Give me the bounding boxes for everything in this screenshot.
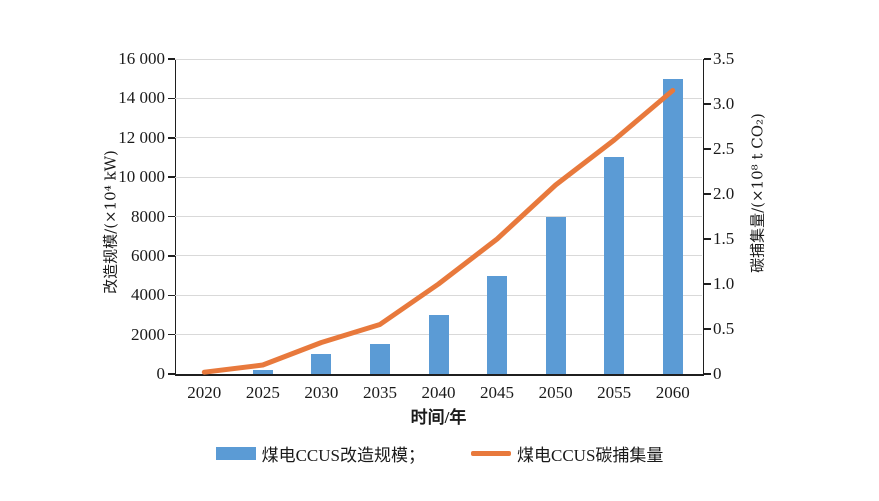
legend-bar-label: 煤电CCUS改造规模； bbox=[261, 446, 425, 465]
right-tick-mark bbox=[703, 148, 711, 150]
right-tick-mark bbox=[703, 103, 711, 105]
gridline bbox=[175, 294, 702, 296]
left-tick-mark bbox=[168, 373, 175, 375]
gridline bbox=[175, 216, 702, 217]
bar-2055 bbox=[604, 157, 625, 374]
x-tick-label: 2055 bbox=[597, 383, 632, 402]
x-tick-label: 2040 bbox=[421, 383, 456, 402]
bar-2030 bbox=[311, 354, 332, 374]
right-tick-mark bbox=[703, 58, 711, 60]
x-tick-label: 2030 bbox=[304, 383, 339, 402]
right-tick-mark bbox=[703, 328, 711, 330]
x-tick-label: 2060 bbox=[655, 383, 690, 402]
right-tick-mark bbox=[703, 373, 711, 375]
left-y-tick-label: 4000 bbox=[131, 285, 165, 305]
x-tick-label: 2025 bbox=[245, 383, 280, 402]
left-y-tick-label: 16 000 bbox=[118, 49, 165, 68]
right-y-tick-label: 0 bbox=[713, 364, 722, 383]
left-tick-mark bbox=[168, 215, 175, 218]
left-y-tick-label: 6000 bbox=[131, 245, 165, 265]
left-tick-mark bbox=[168, 58, 175, 60]
left-y-tick-label: 0 bbox=[156, 364, 166, 383]
right-y-tick-label: 0.5 bbox=[713, 319, 735, 338]
line-series-swatch bbox=[471, 451, 511, 456]
x-tick-label: 2045 bbox=[480, 383, 515, 402]
bar-2050 bbox=[545, 216, 566, 374]
legend: 煤电CCUS改造规模； 煤电CCUS碳捕集量 bbox=[0, 441, 879, 466]
left-tick-mark bbox=[168, 255, 175, 257]
x-tick-label: 2020 bbox=[187, 383, 222, 402]
gridline bbox=[175, 255, 702, 257]
left-tick-mark bbox=[168, 97, 175, 100]
gridline bbox=[175, 97, 702, 99]
left-y-tick-label: 8000 bbox=[131, 206, 165, 226]
right-tick-mark bbox=[703, 283, 711, 285]
left-y-tick-label: 12 000 bbox=[118, 127, 165, 147]
bar-2045 bbox=[487, 275, 508, 374]
x-axis-title: 时间/年 bbox=[410, 408, 467, 427]
bar-2040 bbox=[428, 314, 449, 374]
x-tick-label: 2050 bbox=[538, 383, 573, 402]
x-tick-label: 2035 bbox=[362, 383, 397, 402]
left-y-tick-label: 14 000 bbox=[118, 88, 165, 108]
plot-area bbox=[175, 59, 704, 376]
left-tick-mark bbox=[168, 333, 175, 336]
right-y-tick-label: 3.0 bbox=[713, 94, 735, 113]
bar-2025 bbox=[252, 370, 273, 374]
right-y-tick-label: 2.0 bbox=[713, 184, 735, 203]
left-tick-mark bbox=[168, 176, 175, 178]
right-y-tick-label: 1.5 bbox=[713, 229, 735, 248]
legend-item-bar-series: 煤电CCUS改造规模； bbox=[215, 441, 425, 466]
bar-series-swatch bbox=[215, 447, 256, 460]
line-series bbox=[201, 88, 676, 375]
right-y-tick-label: 2.5 bbox=[713, 139, 735, 158]
left-tick-mark bbox=[168, 137, 175, 139]
legend-line-label: 煤电CCUS碳捕集量 bbox=[517, 446, 664, 465]
right-y-tick-label: 1.0 bbox=[713, 274, 735, 293]
gridline bbox=[175, 176, 702, 178]
gridline bbox=[175, 137, 702, 139]
left-tick-mark bbox=[168, 294, 175, 296]
right-y-tick-label: 3.5 bbox=[713, 49, 735, 68]
left-y-tick-label: 2000 bbox=[131, 324, 165, 344]
right-tick-mark bbox=[703, 238, 711, 240]
bar-2035 bbox=[369, 344, 390, 374]
right-tick-mark bbox=[703, 193, 711, 195]
gridline bbox=[175, 58, 702, 60]
legend-item-line-series: 煤电CCUS碳捕集量 bbox=[471, 441, 663, 466]
left-y-tick-label: 10 000 bbox=[118, 167, 165, 187]
bar-2060 bbox=[662, 78, 683, 374]
line-series-path bbox=[201, 88, 676, 375]
